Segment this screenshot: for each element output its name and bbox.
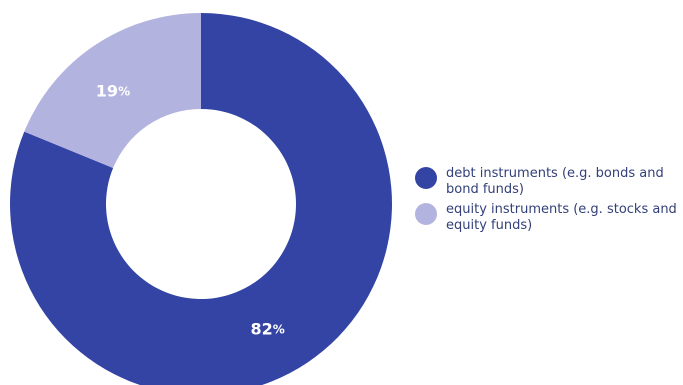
legend-label-debt: debt instruments (e.g. bonds and bond fu… xyxy=(446,166,664,197)
slice-label-equity-value: 19 xyxy=(96,81,118,100)
donut-slice-debt xyxy=(10,13,392,385)
slice-label-debt-value: 82 xyxy=(251,319,273,338)
legend-item-equity: equity instruments (e.g. stocks and equi… xyxy=(415,202,680,234)
legend-swatch-equity xyxy=(415,203,437,225)
slice-label-equity-unit: % xyxy=(118,84,130,98)
donut-slice-equity xyxy=(24,13,202,168)
legend-item-debt: debt instruments (e.g. bonds and bond fu… xyxy=(415,166,680,198)
slice-label-debt: 82% xyxy=(251,319,285,338)
legend-swatch-debt xyxy=(415,167,437,189)
legend: debt instruments (e.g. bonds and bond fu… xyxy=(415,166,680,238)
legend-label-equity: equity instruments (e.g. stocks and equi… xyxy=(446,202,677,233)
donut-slice-labels: 82%19% xyxy=(96,81,285,338)
slice-label-equity: 19% xyxy=(96,81,130,100)
slice-label-debt-unit: % xyxy=(273,322,285,336)
donut-slices xyxy=(10,13,392,385)
